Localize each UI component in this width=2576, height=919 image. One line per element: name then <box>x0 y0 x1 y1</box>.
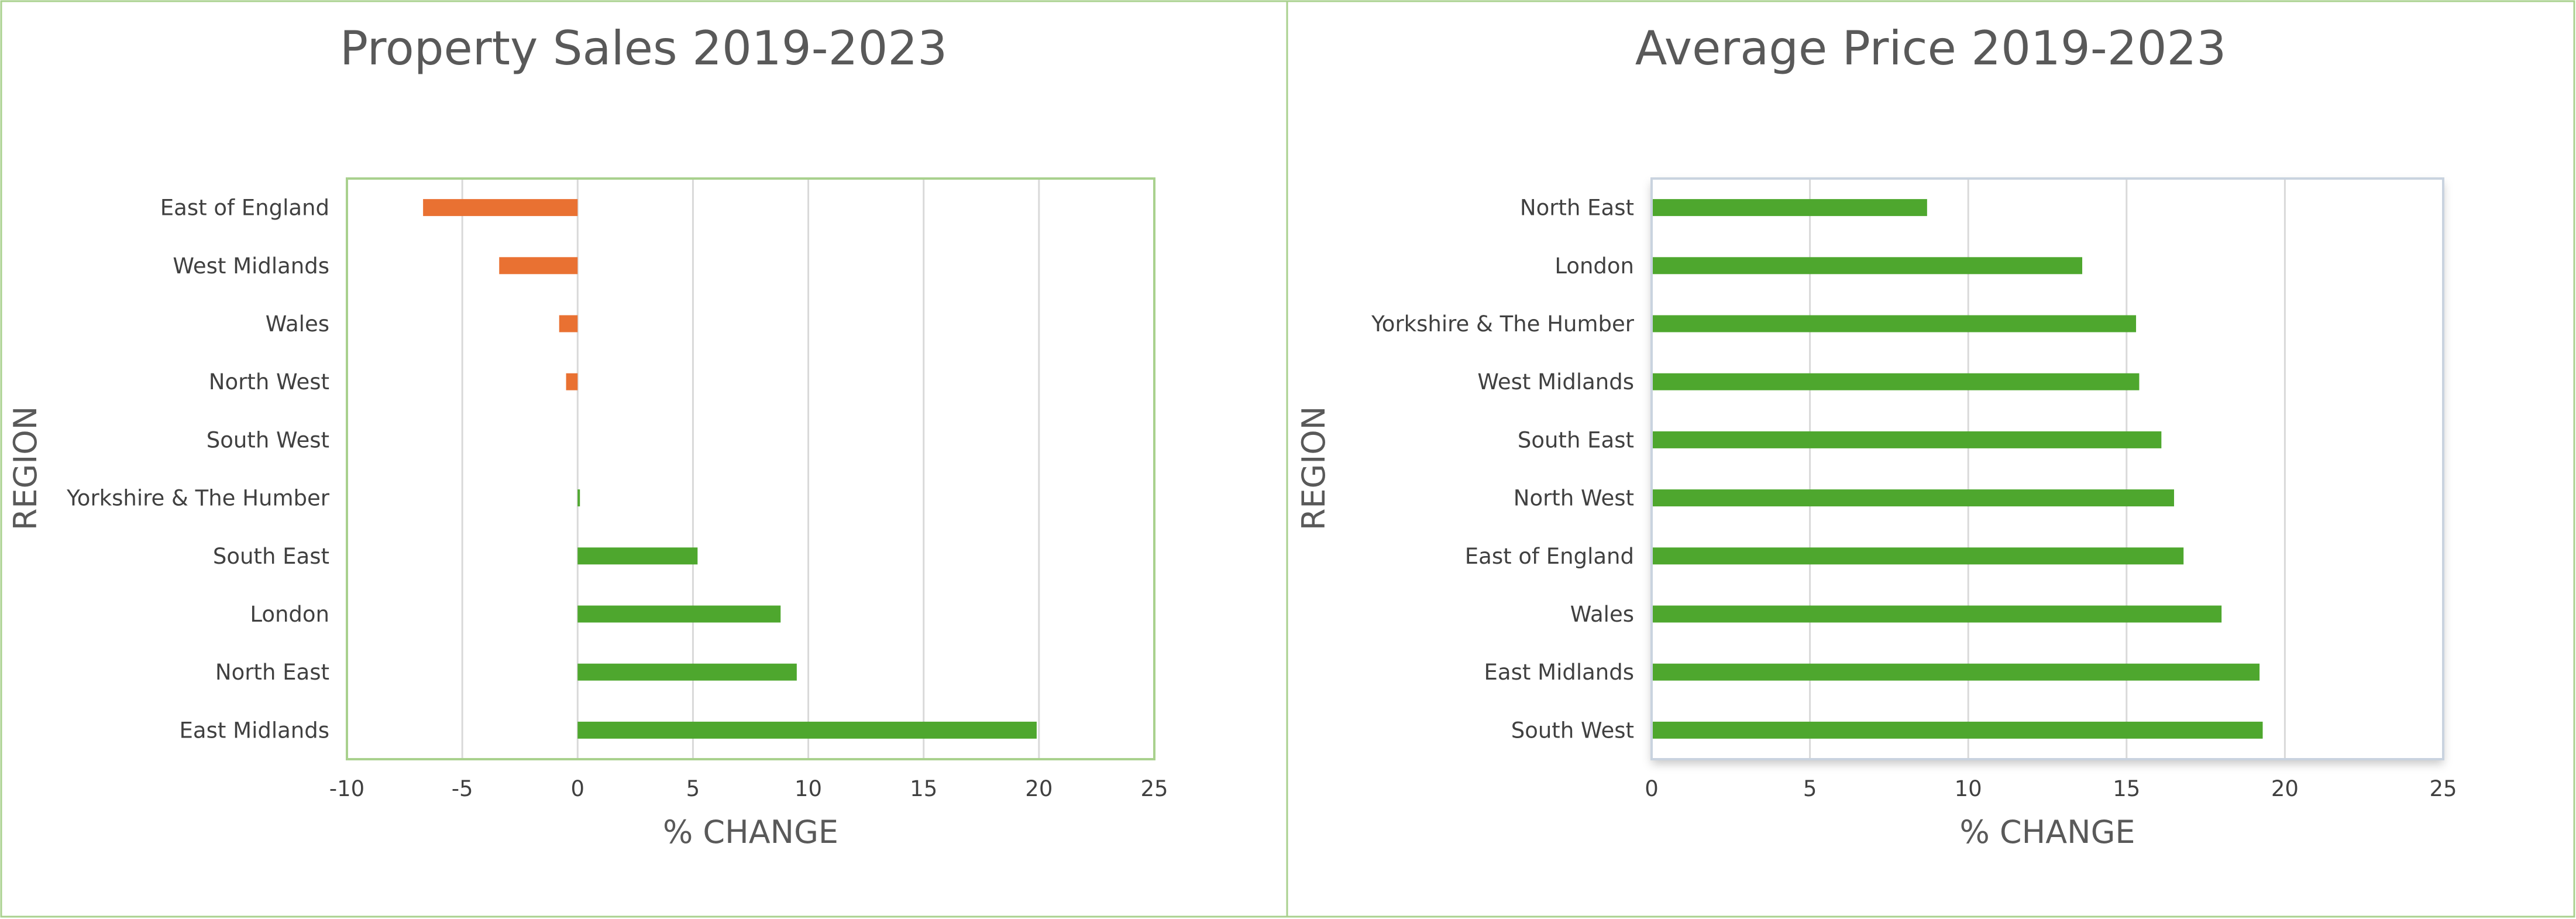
bar-north-west <box>566 373 578 390</box>
bar-yorkshire-and-the-humber <box>1652 315 2137 332</box>
y-tick-label: South West <box>1511 718 1634 743</box>
x-tick-label: 25 <box>2429 776 2457 801</box>
y-tick-label: Yorkshire & The Humber <box>66 486 330 511</box>
bar-east-midlands <box>577 721 1037 739</box>
x-tick-label: 15 <box>910 776 937 801</box>
bar-east-midlands <box>1652 663 2260 681</box>
bar-north-east <box>1652 199 1927 217</box>
chart-title: Average Price 2019-2023 <box>1635 21 2227 76</box>
bar-wales <box>559 315 578 332</box>
bar-north-west <box>1652 489 2174 507</box>
y-tick-label: West Midlands <box>1477 369 1634 395</box>
bar-wales <box>1652 605 2222 623</box>
bar-north-east <box>577 663 797 681</box>
bar-east-of-england <box>423 199 578 217</box>
y-tick-label: North West <box>209 369 329 395</box>
y-tick-label: East of England <box>160 196 329 221</box>
x-axis-label: % CHANGE <box>1959 814 2135 851</box>
bar-yorkshire-and-the-humber <box>577 489 580 507</box>
x-tick-label: 10 <box>795 776 822 801</box>
plot-area <box>347 179 1154 759</box>
x-tick-label: 0 <box>1645 776 1659 801</box>
bar-east-of-england <box>1652 547 2184 565</box>
bar-south-west <box>1652 721 2263 739</box>
bar-london <box>1652 257 2083 275</box>
x-tick-label: 25 <box>1140 776 1168 801</box>
y-tick-label: Wales <box>266 311 329 337</box>
y-tick-label: East Midlands <box>1484 660 1634 685</box>
bar-west-midlands <box>499 257 578 275</box>
y-tick-label: South West <box>207 427 329 452</box>
y-tick-label: North East <box>1520 196 1634 221</box>
x-tick-label: 5 <box>1803 776 1817 801</box>
y-tick-label: East of England <box>1465 544 1634 569</box>
y-tick-label: South East <box>213 544 329 569</box>
x-tick-label: 20 <box>2271 776 2299 801</box>
chart-title: Property Sales 2019-2023 <box>340 21 947 76</box>
y-tick-label: North East <box>215 660 329 685</box>
x-tick-label: 0 <box>571 776 585 801</box>
bar-west-midlands <box>1652 373 2140 390</box>
bar-south-east <box>1652 431 2162 448</box>
x-axis-label: % CHANGE <box>663 814 838 851</box>
y-tick-label: West Midlands <box>173 253 329 279</box>
x-tick-label: -10 <box>329 776 364 801</box>
y-tick-label: Wales <box>1570 602 1634 627</box>
y-tick-label: Yorkshire & The Humber <box>1371 311 1635 337</box>
x-tick-label: 10 <box>1955 776 1982 801</box>
plot-border <box>346 177 1155 760</box>
chart-1: East of England West Midlands Wales North W… <box>0 0 1288 918</box>
x-tick-label: -5 <box>452 776 473 801</box>
y-tick-label: London <box>1554 253 1634 279</box>
x-tick-label: 20 <box>1025 776 1053 801</box>
plot-border <box>1650 177 2444 760</box>
y-axis-label: REGION <box>1295 406 1332 530</box>
bar-south-east <box>577 547 698 565</box>
y-tick-label: London <box>250 602 329 627</box>
bar-london <box>577 605 781 623</box>
y-tick-label: North West <box>1514 486 1634 511</box>
y-axis-label: REGION <box>7 406 44 530</box>
x-tick-label: 15 <box>2113 776 2140 801</box>
chart-2: North East London Yorkshire & The Humber We… <box>1286 0 2575 918</box>
plot-area <box>1652 179 2443 759</box>
y-tick-label: South East <box>1518 427 1634 452</box>
x-tick-label: 5 <box>686 776 700 801</box>
y-tick-label: East Midlands <box>180 718 329 743</box>
